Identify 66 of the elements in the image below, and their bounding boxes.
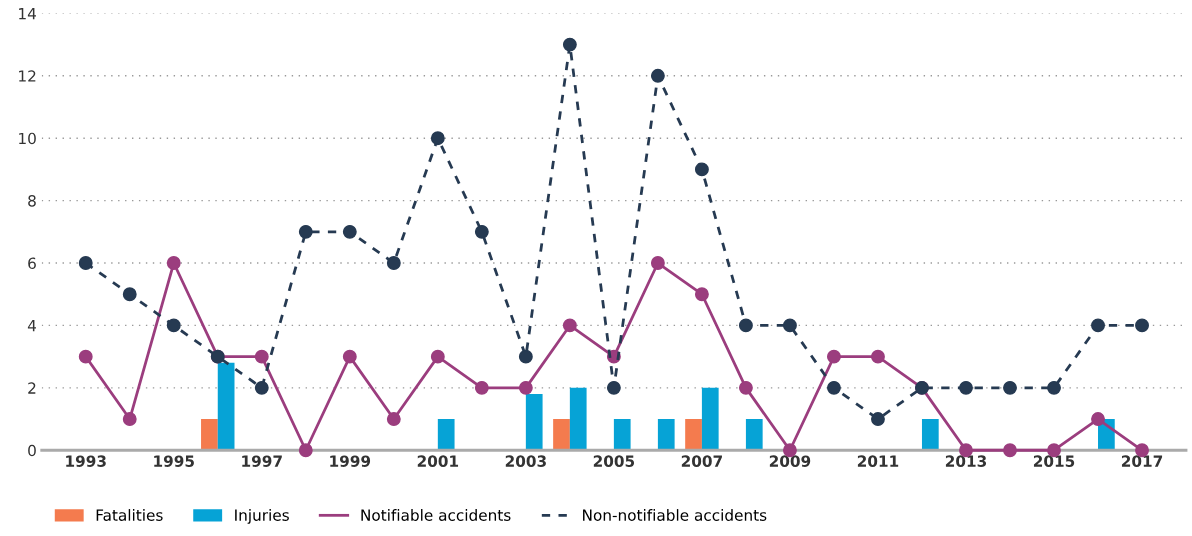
- y-tick-label: 12: [19, 70, 36, 82]
- point: [738, 380, 753, 395]
- y-tick-label: 8: [28, 195, 36, 207]
- point: [959, 380, 973, 395]
- x-tick-label: 2001: [417, 455, 459, 467]
- x-tick-label: 1997: [242, 455, 282, 467]
- point: [254, 349, 269, 364]
- point: [694, 162, 709, 177]
- point: [562, 318, 577, 333]
- point: [738, 318, 753, 333]
- legend-label: Injuries: [235, 509, 289, 524]
- y-tick-label: 6: [28, 257, 36, 270]
- point: [871, 349, 885, 364]
- point: [1003, 443, 1017, 458]
- legend-label: Fatalities: [96, 509, 163, 521]
- point: [166, 256, 181, 270]
- point: [342, 224, 357, 239]
- point: [386, 256, 401, 270]
- point: [254, 380, 269, 395]
- legend-label: Non-notifiable accidents: [583, 509, 767, 521]
- point: [1003, 380, 1017, 395]
- point: [562, 37, 577, 52]
- point: [298, 443, 313, 458]
- y-tick-label: 14: [19, 8, 36, 20]
- x-tick-label: 2017: [1121, 455, 1163, 467]
- point: [78, 256, 93, 270]
- point: [826, 380, 841, 395]
- point: [650, 68, 665, 83]
- point: [782, 318, 797, 333]
- point: [386, 412, 401, 426]
- point: [1047, 380, 1061, 395]
- point: [518, 380, 533, 395]
- point: [342, 349, 357, 364]
- x-tick-label: 2003: [505, 455, 546, 467]
- point: [1091, 412, 1105, 426]
- point: [78, 349, 93, 364]
- x-tick-label: 2007: [681, 455, 722, 467]
- point: [166, 318, 181, 333]
- point: [474, 224, 489, 239]
- point: [430, 349, 445, 364]
- y-tick-label: 10: [19, 132, 36, 145]
- x-tick-label: 1993: [66, 455, 106, 467]
- y-tick-label: 0: [28, 444, 36, 457]
- point: [122, 287, 137, 302]
- point: [1091, 318, 1105, 333]
- point: [826, 349, 841, 364]
- legend-label: Notifiable accidents: [361, 509, 511, 521]
- x-tick-label: 2005: [593, 455, 635, 467]
- point: [871, 412, 885, 426]
- point: [518, 349, 533, 364]
- y-tick-label: 2: [28, 382, 36, 394]
- point: [298, 224, 313, 239]
- point: [694, 287, 709, 302]
- point: [606, 380, 621, 395]
- x-tick-label: 2009: [769, 455, 811, 467]
- x-tick-label: 1999: [330, 455, 371, 467]
- point: [122, 412, 137, 426]
- x-tick-label: 1995: [154, 455, 194, 467]
- point: [1135, 318, 1149, 333]
- x-tick-label: 2011: [857, 455, 899, 467]
- x-tick-label: 2015: [1033, 455, 1075, 467]
- point: [430, 131, 445, 146]
- point: [474, 380, 489, 395]
- y-tick-label: 4: [27, 320, 36, 332]
- x-tick-label: 2013: [945, 455, 987, 467]
- point: [650, 256, 665, 270]
